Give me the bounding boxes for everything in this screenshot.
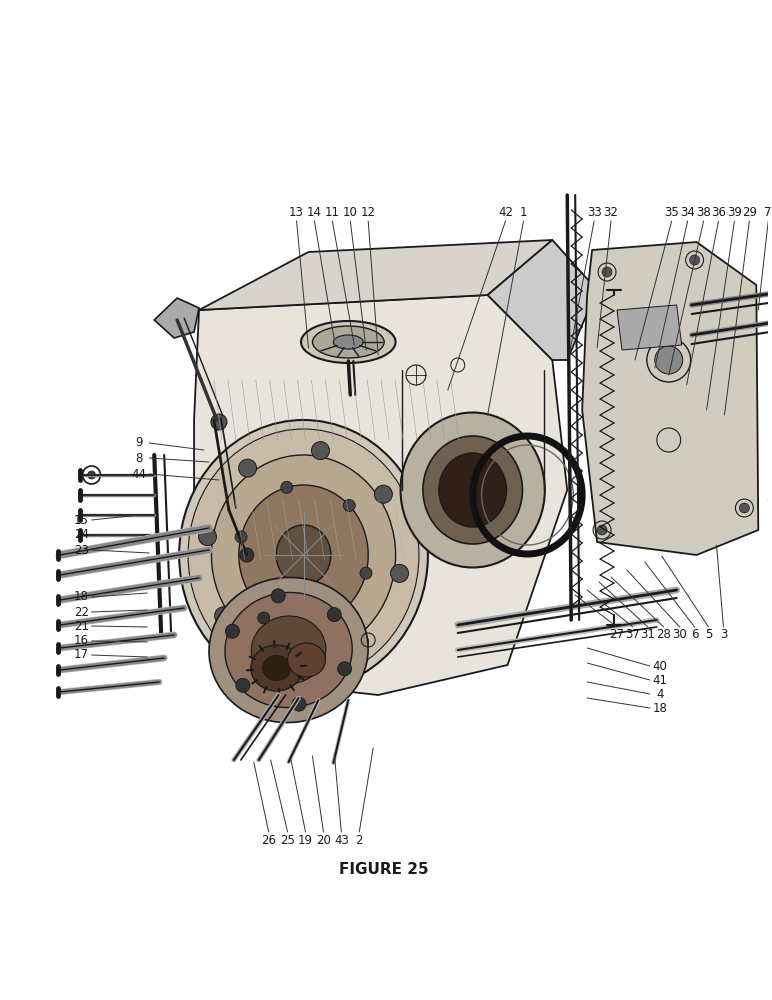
Circle shape: [311, 442, 330, 460]
Circle shape: [768, 492, 772, 508]
Text: 1: 1: [520, 207, 527, 220]
Circle shape: [211, 414, 227, 430]
Text: 23: 23: [74, 544, 89, 556]
Circle shape: [87, 471, 96, 479]
Ellipse shape: [239, 485, 368, 625]
Text: 16: 16: [74, 635, 89, 648]
Text: 30: 30: [672, 629, 687, 642]
Text: 43: 43: [334, 834, 349, 846]
Text: 22: 22: [74, 605, 89, 618]
Text: 38: 38: [696, 207, 711, 220]
Polygon shape: [488, 240, 597, 360]
Text: 40: 40: [652, 660, 667, 672]
Text: 37: 37: [625, 629, 640, 642]
Text: FIGURE 25: FIGURE 25: [340, 862, 429, 878]
Ellipse shape: [262, 656, 290, 680]
Text: 14: 14: [307, 207, 322, 220]
Ellipse shape: [188, 429, 419, 681]
Ellipse shape: [225, 592, 352, 708]
Circle shape: [292, 697, 306, 711]
Circle shape: [258, 612, 269, 624]
Text: 34: 34: [680, 207, 695, 220]
Circle shape: [344, 500, 355, 512]
Text: 35: 35: [665, 207, 679, 220]
Polygon shape: [154, 298, 199, 338]
Circle shape: [314, 617, 327, 629]
Ellipse shape: [212, 455, 395, 655]
Text: 20: 20: [316, 834, 331, 846]
Text: 27: 27: [609, 629, 625, 642]
Circle shape: [360, 567, 372, 579]
Text: 5: 5: [705, 629, 713, 642]
Polygon shape: [582, 242, 758, 555]
Text: 10: 10: [343, 207, 357, 220]
Text: 11: 11: [325, 207, 340, 220]
Ellipse shape: [252, 616, 326, 684]
Text: 2: 2: [355, 834, 363, 846]
Text: 3: 3: [720, 629, 727, 642]
Text: 31: 31: [641, 629, 655, 642]
Circle shape: [655, 346, 682, 374]
Ellipse shape: [251, 645, 303, 691]
Circle shape: [236, 678, 250, 692]
Polygon shape: [199, 240, 552, 310]
Circle shape: [281, 481, 293, 493]
Text: 9: 9: [136, 436, 143, 450]
Ellipse shape: [179, 420, 428, 690]
Polygon shape: [194, 295, 567, 695]
Text: 44: 44: [132, 468, 147, 481]
Circle shape: [235, 531, 247, 543]
Circle shape: [337, 662, 352, 676]
Ellipse shape: [423, 436, 523, 544]
Circle shape: [278, 650, 296, 668]
Circle shape: [327, 608, 341, 622]
Ellipse shape: [276, 525, 331, 585]
Text: 28: 28: [656, 629, 671, 642]
Circle shape: [740, 503, 750, 513]
Text: 18: 18: [74, 590, 89, 603]
Polygon shape: [617, 305, 682, 350]
Text: 4: 4: [656, 688, 663, 700]
Text: 25: 25: [280, 834, 295, 846]
Text: 42: 42: [498, 207, 513, 220]
Circle shape: [689, 255, 699, 265]
Ellipse shape: [313, 326, 384, 358]
Text: 19: 19: [298, 834, 313, 846]
Ellipse shape: [438, 453, 506, 527]
Text: 17: 17: [74, 648, 89, 662]
Ellipse shape: [209, 577, 368, 723]
Circle shape: [198, 528, 216, 546]
Ellipse shape: [401, 412, 545, 568]
Circle shape: [239, 459, 256, 477]
Circle shape: [597, 525, 607, 535]
Ellipse shape: [288, 643, 326, 677]
Text: 36: 36: [711, 207, 726, 220]
Text: 7: 7: [764, 207, 772, 220]
Circle shape: [374, 485, 392, 503]
Text: 33: 33: [587, 207, 601, 220]
Text: 15: 15: [74, 514, 89, 526]
Text: 24: 24: [74, 528, 89, 542]
Text: 41: 41: [652, 674, 667, 686]
Text: 29: 29: [742, 207, 757, 220]
Circle shape: [391, 564, 408, 582]
Text: 8: 8: [136, 452, 143, 464]
Ellipse shape: [301, 321, 395, 363]
Text: 18: 18: [652, 702, 667, 714]
Text: 32: 32: [604, 207, 618, 220]
Circle shape: [271, 589, 285, 603]
Circle shape: [240, 548, 254, 562]
Text: 21: 21: [74, 619, 89, 633]
Ellipse shape: [334, 335, 364, 349]
Text: 26: 26: [261, 834, 276, 846]
Circle shape: [350, 633, 368, 651]
Circle shape: [602, 267, 612, 277]
Text: 12: 12: [361, 207, 376, 220]
Text: 39: 39: [727, 207, 742, 220]
Circle shape: [215, 607, 232, 625]
Circle shape: [252, 598, 264, 610]
Circle shape: [225, 624, 239, 638]
Text: 6: 6: [691, 629, 699, 642]
Text: 13: 13: [290, 207, 304, 220]
